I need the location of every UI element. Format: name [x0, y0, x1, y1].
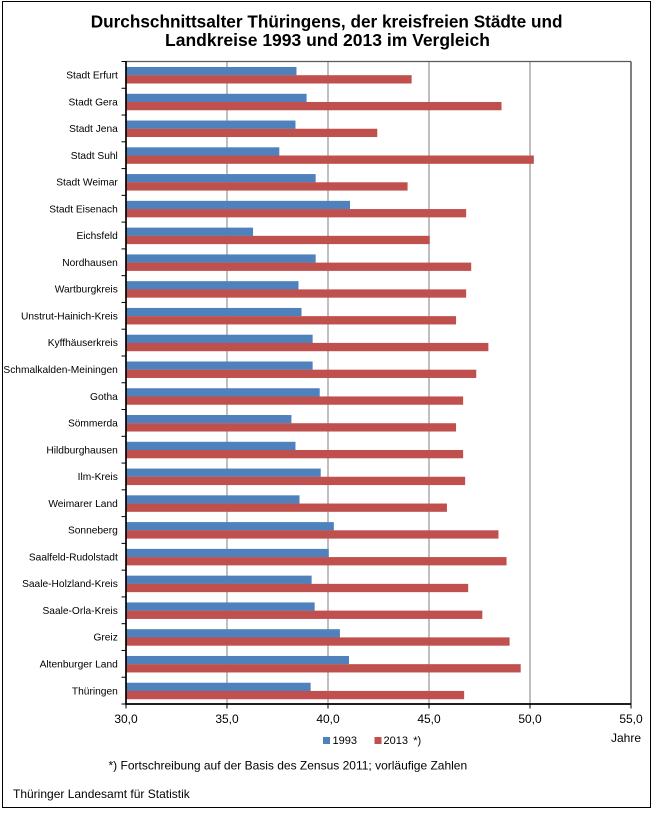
svg-text:Thüringen: Thüringen: [72, 686, 118, 697]
svg-text:Thüringer Landesamt für Statis: Thüringer Landesamt für Statistik: [13, 787, 191, 801]
svg-text:Gotha: Gotha: [90, 392, 118, 403]
svg-text:Unstrut-Hainich-Kreis: Unstrut-Hainich-Kreis: [21, 311, 118, 322]
svg-text:Stadt Weimar: Stadt Weimar: [56, 178, 118, 189]
svg-text:Altenburger Land: Altenburger Land: [40, 659, 118, 670]
svg-text:Greiz: Greiz: [93, 633, 117, 644]
svg-text:Sonneberg: Sonneberg: [68, 526, 118, 537]
svg-text:Weimarer Land: Weimarer Land: [48, 499, 118, 510]
svg-text:Hildburghausen: Hildburghausen: [46, 445, 117, 456]
svg-text:Nordhausen: Nordhausen: [62, 258, 118, 269]
svg-text:Saalfeld-Rudolstadt: Saalfeld-Rudolstadt: [29, 552, 118, 563]
svg-text:Saale-Holzland-Kreis: Saale-Holzland-Kreis: [22, 579, 118, 590]
svg-text:Durchschnittsalter Thüringens,: Durchschnittsalter Thüringens, der kreis…: [91, 11, 563, 31]
svg-text:Sömmerda: Sömmerda: [68, 419, 118, 430]
svg-text:Landkreise 1993 und 2013 im Ve: Landkreise 1993 und 2013 im Vergleich: [165, 30, 490, 50]
svg-text:*) Fortschreibung auf der Basi: *) Fortschreibung auf der Basis des Zens…: [109, 759, 468, 773]
svg-text:Ilm-Kreis: Ilm-Kreis: [78, 472, 118, 483]
svg-text:Stadt Eisenach: Stadt Eisenach: [49, 204, 118, 215]
svg-text:50,0: 50,0: [518, 712, 542, 726]
svg-text:Stadt Gera: Stadt Gera: [69, 97, 119, 108]
svg-text:Wartburgkreis: Wartburgkreis: [55, 285, 118, 296]
svg-text:Jahre: Jahre: [611, 731, 641, 745]
svg-text:40,0: 40,0: [316, 712, 340, 726]
svg-text:1993: 1993: [333, 735, 357, 747]
svg-text:Saale-Orla-Kreis: Saale-Orla-Kreis: [42, 606, 117, 617]
svg-text:Kyffhäuserkreis: Kyffhäuserkreis: [48, 338, 118, 349]
svg-text:30,0: 30,0: [114, 712, 138, 726]
svg-text:Stadt Erfurt: Stadt Erfurt: [66, 71, 118, 82]
svg-text:Schmalkalden-Meiningen: Schmalkalden-Meiningen: [3, 365, 117, 376]
svg-text:45,0: 45,0: [417, 712, 441, 726]
svg-text:35,0: 35,0: [215, 712, 239, 726]
svg-text:Stadt Suhl: Stadt Suhl: [71, 151, 118, 162]
svg-text:Eichsfeld: Eichsfeld: [76, 231, 118, 242]
svg-text:55,0: 55,0: [619, 712, 643, 726]
svg-text:2013 *): 2013 *): [384, 735, 422, 747]
svg-text:Stadt Jena: Stadt Jena: [69, 124, 118, 135]
